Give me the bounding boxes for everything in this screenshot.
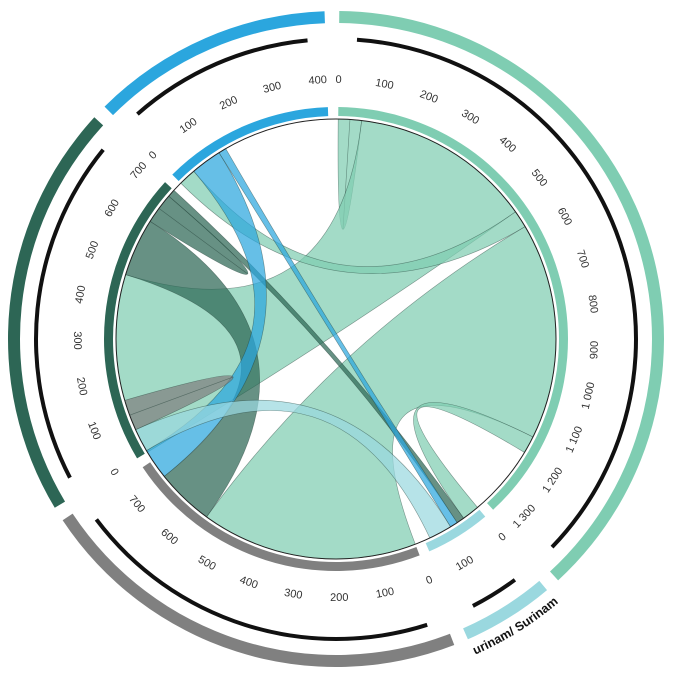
arc-su xyxy=(425,509,486,552)
tick-label-tt: 500 xyxy=(529,167,550,189)
outline-su xyxy=(471,578,517,608)
region-outer-bands xyxy=(7,11,664,668)
tick-label-rc: 700 xyxy=(126,493,147,515)
tick-label-gy: 0 xyxy=(107,467,120,478)
tick-label-tt: 1 100 xyxy=(564,425,586,455)
flow-ribbons xyxy=(115,118,557,560)
region-arcs xyxy=(104,107,568,571)
tick-label-gy: 200 xyxy=(74,376,89,396)
tick-label-tt: 400 xyxy=(497,134,519,155)
tick-label-rc: 100 xyxy=(375,586,395,601)
tick-label-tt: 900 xyxy=(588,341,601,360)
tick-label-bb: 0 xyxy=(147,149,160,162)
tick-label-bb: 200 xyxy=(218,94,240,113)
tick-label-gy: 300 xyxy=(71,331,83,349)
tick-label-bb: 400 xyxy=(308,74,327,87)
tick-label-rc: 600 xyxy=(158,526,180,547)
tick-label-tt: 700 xyxy=(574,249,591,270)
tick-label-rc: 200 xyxy=(330,592,349,604)
tick-label-tt: 300 xyxy=(459,107,481,127)
arc-rc xyxy=(142,462,420,571)
band-rc xyxy=(62,513,455,668)
tick-label-bb: 300 xyxy=(262,80,283,96)
tick-label-su: 100 xyxy=(454,554,476,574)
tick-label-gy: 400 xyxy=(73,285,88,305)
tick-label-tt: 1 300 xyxy=(511,502,539,530)
tick-label-rc: 0 xyxy=(424,574,434,587)
tick-label-bb: 100 xyxy=(178,116,200,136)
arc-bb xyxy=(172,107,329,181)
tick-label-rc: 300 xyxy=(283,587,303,602)
tick-label-gy: 600 xyxy=(102,197,122,219)
band-su xyxy=(463,580,548,640)
tick-label-su: 0 xyxy=(496,531,508,544)
tick-label-gy: 100 xyxy=(85,420,103,441)
tick-label-gy: 500 xyxy=(84,239,102,260)
inner-circle xyxy=(115,118,557,560)
tick-label-tt: 100 xyxy=(374,77,394,92)
tick-label-tt: 1 000 xyxy=(580,381,598,410)
tick-label-tt: 800 xyxy=(586,294,600,314)
tick-label-tt: 200 xyxy=(418,88,439,106)
tick-label-tt: 600 xyxy=(555,206,574,228)
tick-label-tt: 0 xyxy=(335,74,341,86)
tick-label-rc: 400 xyxy=(238,574,259,591)
tick-label-tt: 1 200 xyxy=(540,466,565,496)
tick-label-gy: 700 xyxy=(128,160,149,182)
band-bb xyxy=(104,11,325,116)
tick-label-rc: 500 xyxy=(196,554,218,574)
